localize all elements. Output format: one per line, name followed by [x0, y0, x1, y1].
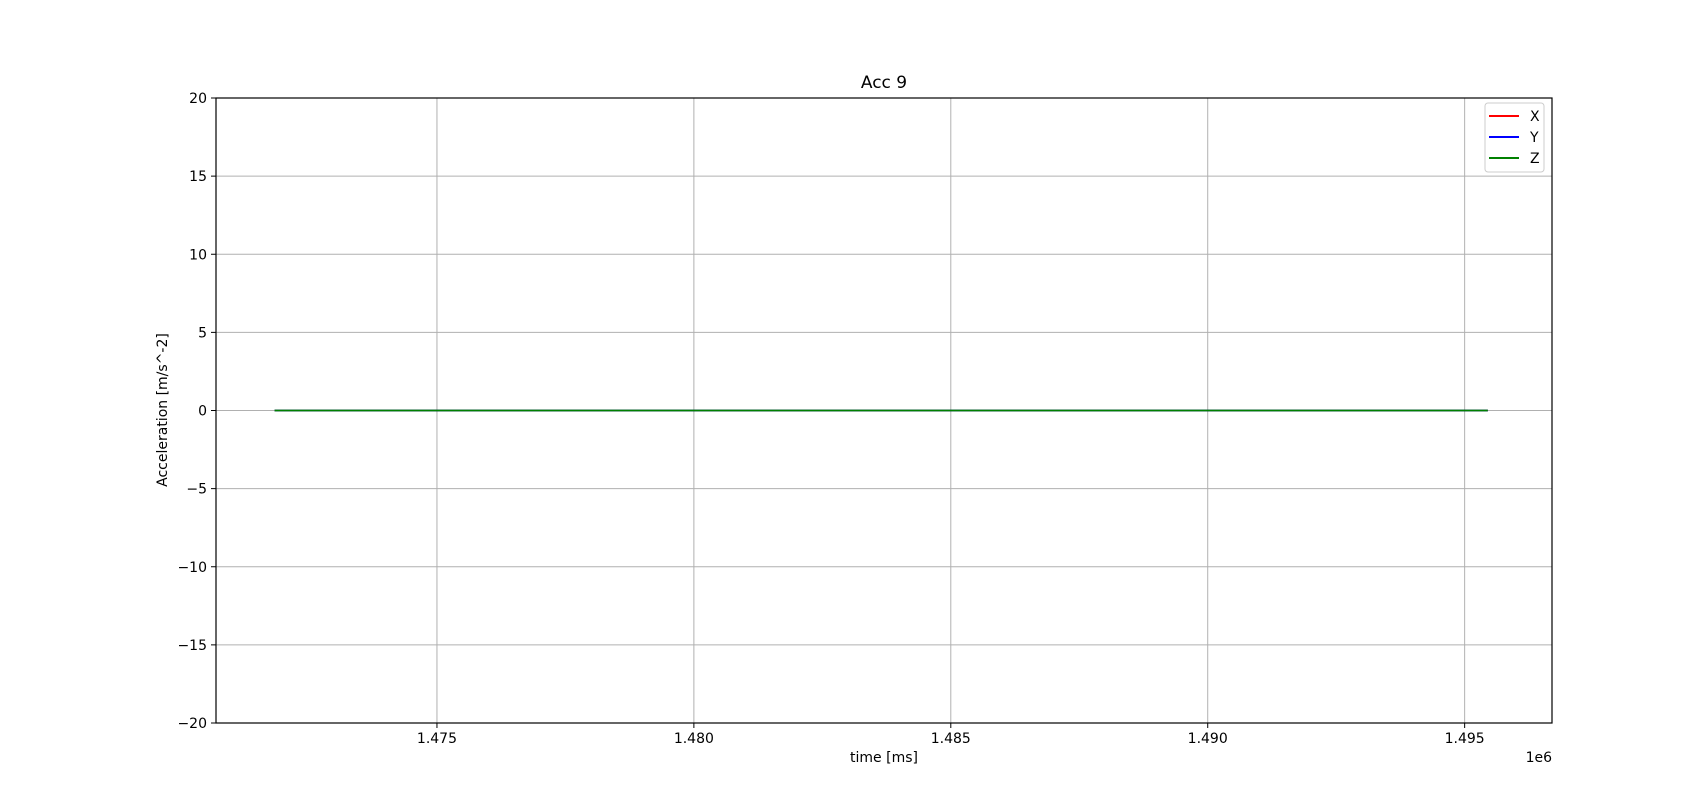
- y-tick-label: 5: [198, 325, 207, 341]
- x-tick-label: 1.485: [931, 731, 971, 747]
- x-tick-label: 1.480: [674, 731, 714, 747]
- y-tick-label: 10: [189, 247, 207, 263]
- x-tick-label: 1.495: [1445, 731, 1485, 747]
- y-tick-label: 0: [198, 404, 207, 420]
- chart-title: Acc 9: [861, 73, 907, 93]
- y-tick-label: −20: [177, 716, 207, 732]
- x-axis-ticks: 1.475 1.480 1.485 1.490 1.495: [417, 723, 1485, 747]
- legend-label-x: X: [1530, 109, 1540, 125]
- y-tick-label: −5: [186, 482, 207, 498]
- legend-label-z: Z: [1530, 151, 1540, 167]
- x-tick-label: 1.490: [1188, 731, 1228, 747]
- legend: XYZ: [1484, 102, 1545, 173]
- x-axis-title: time [ms]: [850, 750, 918, 766]
- y-tick-label: 15: [189, 169, 207, 185]
- legend-items: XYZ: [1489, 109, 1540, 167]
- x-tick-label: 1.475: [417, 731, 457, 747]
- y-tick-label: 20: [189, 91, 207, 107]
- y-axis-title: Acceleration [m/s^-2]: [155, 333, 171, 487]
- y-tick-label: −10: [177, 560, 207, 576]
- y-axis-ticks: −20 −15 −10 −5 0 5 10 15 20: [177, 91, 216, 732]
- x-axis-offset-label: 1e6: [1526, 750, 1553, 766]
- legend-label-y: Y: [1529, 130, 1539, 146]
- y-tick-label: −15: [177, 638, 207, 654]
